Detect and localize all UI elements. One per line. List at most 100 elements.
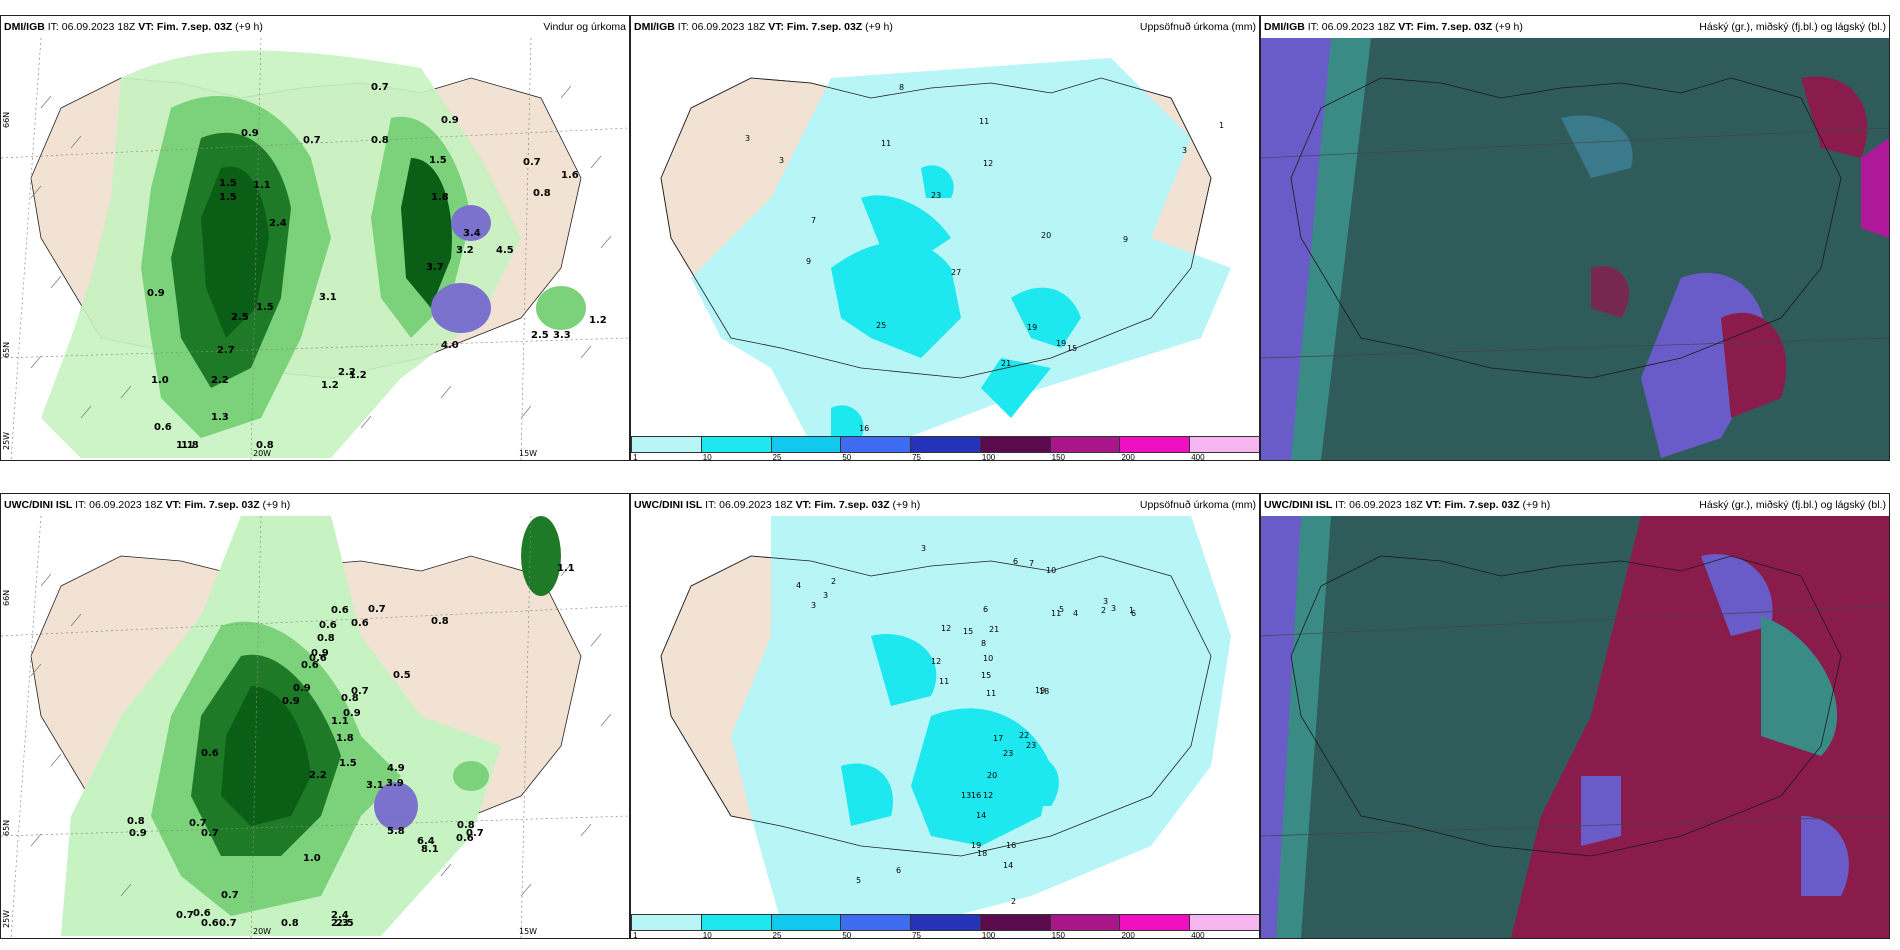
value-label: 0.7 — [351, 686, 369, 697]
value-label: 18 — [1039, 687, 1049, 696]
value-label: 1.8 — [336, 733, 354, 744]
value-label: 0.6 — [154, 422, 172, 433]
value-label: 3 — [823, 591, 828, 600]
value-label: 18 — [977, 849, 987, 858]
panel-title: Háský (gr.), miðský (fj.bl.) og lágský (… — [1699, 499, 1886, 511]
value-label: 23 — [931, 191, 941, 200]
panel-wind-precip-uwc: UWC/DINI ISL IT: 06.09.2023 18Z VT: Fim.… — [0, 493, 630, 939]
axis-lat-label: 65N — [2, 820, 11, 836]
axis-lon-label: 15W — [519, 449, 537, 458]
value-label: 1.1 — [557, 563, 575, 574]
axis-lon-label: 15W — [519, 927, 537, 936]
value-label: 15 — [963, 627, 973, 636]
value-label: 0.7 — [523, 157, 541, 168]
value-label: 0.9 — [129, 828, 147, 839]
value-label: 0.7 — [221, 890, 239, 901]
value-label: 0.8 — [371, 135, 389, 146]
wind-precip-map: 1.10.80.60.60.70.60.80.90.60.60.50.90.90… — [1, 516, 629, 938]
value-label: 2.2 — [211, 375, 229, 386]
colorbar-tick: 400 — [1191, 931, 1205, 939]
value-label: 10 — [1046, 566, 1056, 575]
value-label: 12 — [941, 624, 951, 633]
value-label: 0.6 — [456, 833, 474, 844]
colorbar-tick: 25 — [772, 931, 782, 939]
value-label: 11 — [881, 139, 891, 148]
value-label: 1 — [1129, 606, 1134, 615]
value-label: 8 — [981, 639, 986, 648]
value-label: 0.9 — [282, 696, 300, 707]
panel-accum-precip-dmi: DMI/IGB IT: 06.09.2023 18Z VT: Fim. 7.se… — [630, 15, 1260, 461]
value-label: 12 — [983, 791, 993, 800]
value-label: 11 — [939, 677, 949, 686]
value-label: 19 — [1035, 686, 1045, 695]
value-label: 19 — [1027, 323, 1037, 332]
value-label: 0.8 — [281, 918, 299, 929]
value-label: 16 — [859, 424, 869, 433]
colorbar-swatch — [979, 914, 1051, 931]
value-label: 15 — [1067, 344, 1077, 353]
value-label: 12 — [983, 159, 993, 168]
value-label: 11 — [986, 689, 996, 698]
value-label: 0.9 — [293, 683, 311, 694]
value-label: 0.8 — [431, 616, 449, 627]
colorbar-tick: 10 — [702, 453, 712, 461]
value-label: 1.6 — [561, 170, 579, 181]
value-label: 1.2 — [321, 380, 339, 391]
colorbar-tick: 10 — [702, 931, 712, 939]
value-label: 1.8 — [181, 440, 199, 451]
value-label: 2.4 — [331, 910, 349, 921]
value-label: 0.7 — [219, 918, 237, 929]
panel-clouds-dmi: DMI/IGB IT: 06.09.2023 18Z VT: Fim. 7.se… — [1260, 15, 1890, 461]
value-label: 0.7 — [189, 818, 207, 829]
axis-lon-label: 20W — [253, 449, 271, 458]
colorbar-swatch — [840, 436, 912, 453]
colorbar-swatch — [700, 436, 772, 453]
value-label: 1.1 — [176, 440, 194, 451]
colorbar-tick: 1 — [633, 931, 638, 939]
value-label: 5 — [856, 876, 861, 885]
value-label: 20 — [1041, 231, 1051, 240]
axis-lat-label: 66N — [2, 590, 11, 606]
value-label: 0.8 — [341, 693, 359, 704]
value-label: 0.9 — [441, 115, 459, 126]
value-label: 2.2 — [309, 770, 327, 781]
value-label: 9 — [806, 257, 811, 266]
axis-lon-label: 25W — [2, 432, 11, 450]
value-label: 1.5 — [219, 192, 237, 203]
value-label: 3 — [921, 544, 926, 553]
value-label: 4.5 — [496, 245, 514, 256]
value-label: 2 — [1101, 606, 1106, 615]
value-label: 20 — [987, 771, 997, 780]
value-label: 1.5 — [429, 155, 447, 166]
value-label: 3 — [1103, 597, 1108, 606]
value-label: 6 — [983, 605, 988, 614]
value-label: 0.7 — [201, 828, 219, 839]
value-label: 21 — [1001, 359, 1011, 368]
value-label: 0.7 — [176, 910, 194, 921]
colorbar-swatch — [979, 436, 1051, 453]
value-label: 5.8 — [387, 826, 405, 837]
value-label: 15 — [981, 671, 991, 680]
colorbar-swatch — [1189, 914, 1259, 931]
panel-clouds-uwc: UWC/DINI ISL IT: 06.09.2023 18Z VT: Fim.… — [1260, 493, 1890, 939]
value-label: 1.1 — [331, 716, 349, 727]
value-label: 21 — [989, 625, 999, 634]
value-label: 16 — [1006, 841, 1016, 850]
value-label: 6 — [1013, 557, 1018, 566]
colorbar-swatch — [1119, 914, 1191, 931]
value-label: 0.9 — [343, 708, 361, 719]
panel-header: UWC/DINI ISL IT: 06.09.2023 18Z VT: Fim.… — [631, 494, 1259, 516]
value-label: 3.1 — [366, 780, 384, 791]
colorbar-tick: 100 — [981, 931, 996, 939]
colorbar-tick: 1 — [633, 453, 638, 461]
colorbar-tick: 150 — [1051, 931, 1066, 939]
value-label: 2 — [831, 577, 836, 586]
value-label: 17 — [993, 734, 1003, 743]
cloud-cover-map — [1261, 516, 1889, 938]
colorbar-tick: 50 — [842, 931, 852, 939]
value-label: 0.5 — [393, 670, 411, 681]
value-label: 1.2 — [349, 370, 367, 381]
value-label: 3 — [779, 156, 784, 165]
value-label: 0.8 — [317, 633, 335, 644]
